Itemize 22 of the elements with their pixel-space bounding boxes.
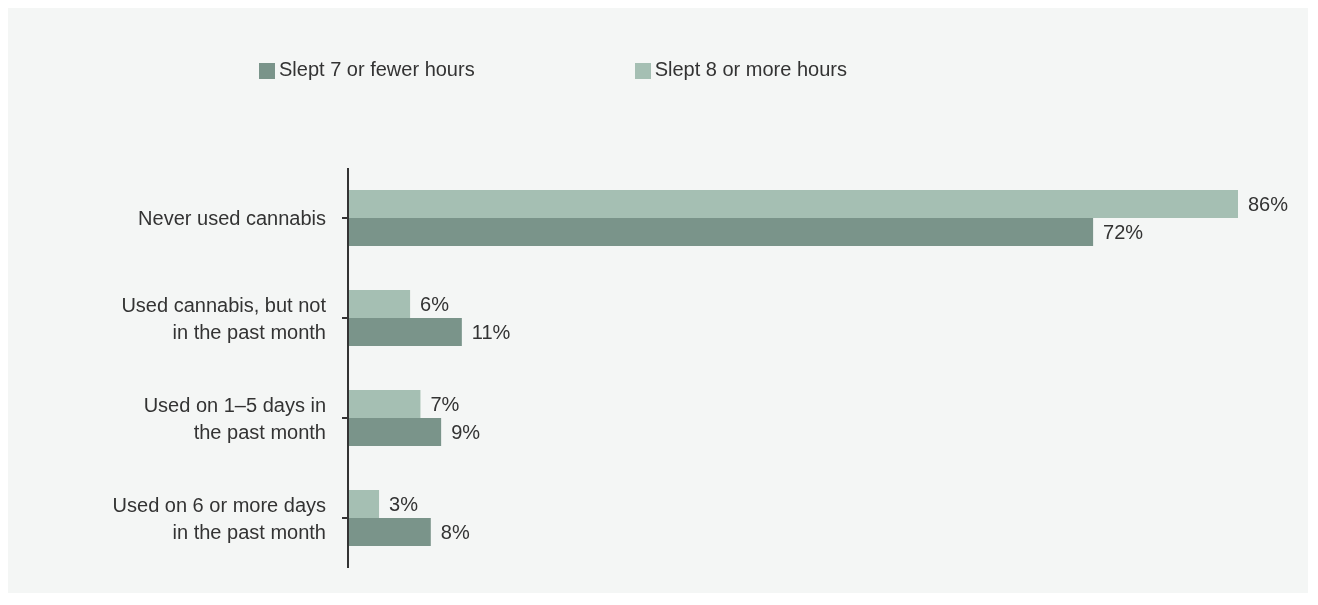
data-label: 72%	[1103, 221, 1144, 243]
data-label: 9%	[451, 421, 481, 443]
y-tick-label: Used on 1–5 days in the past month	[143, 393, 326, 443]
bar	[348, 518, 431, 546]
legend-label: Slept 7 or fewer hours	[279, 58, 475, 80]
data-label: 3%	[389, 493, 419, 515]
bar	[348, 318, 462, 346]
bar	[348, 190, 1238, 218]
legend-label: Slept 8 or more hours	[654, 58, 847, 80]
data-label: 11%	[471, 321, 511, 343]
data-label: 86%	[1248, 193, 1289, 215]
bar	[348, 490, 380, 518]
bar	[348, 418, 442, 446]
data-label: 7%	[430, 393, 460, 415]
bar	[348, 290, 411, 318]
data-label: 6%	[420, 293, 450, 315]
y-tick-label: Never used cannabis	[138, 207, 326, 229]
bar	[348, 218, 1094, 246]
y-tick-label: Used cannabis, but not in the past month	[121, 293, 327, 343]
bar	[348, 390, 421, 418]
y-tick-label: Used on 6 or more days in the past month	[112, 493, 326, 543]
data-label: 8%	[440, 521, 470, 543]
